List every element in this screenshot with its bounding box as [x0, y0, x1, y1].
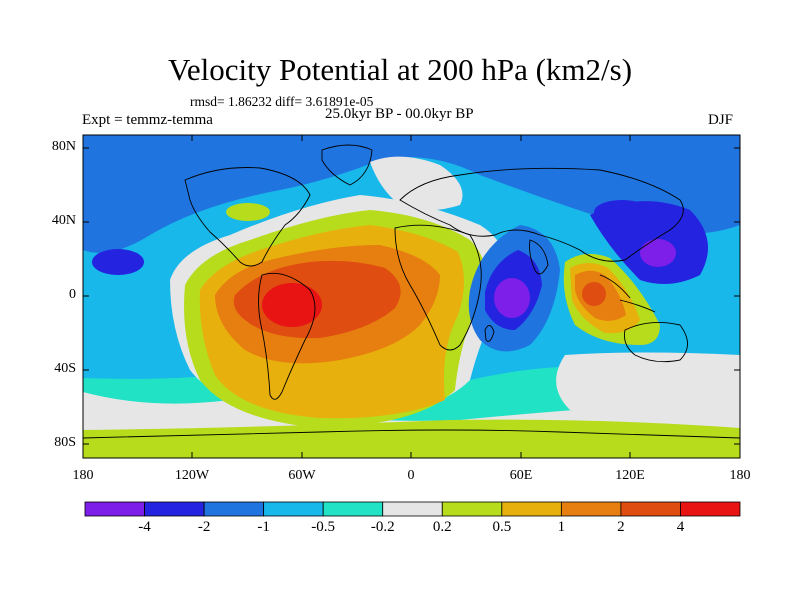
colorbar-label: -4: [138, 519, 151, 535]
lon-label-0: 0: [407, 468, 415, 483]
lat-label-40n: 40N: [51, 213, 76, 228]
lon-label-60w: 60W: [288, 468, 316, 483]
period-label: 25.0kyr BP - 00.0kyr BP: [325, 106, 474, 122]
plot-title: Velocity Potential at 200 hPa (km2/s): [167, 52, 633, 87]
lat-label-80s: 80S: [54, 435, 76, 450]
colorbar-swatch: [680, 501, 741, 517]
season-label: DJF: [708, 112, 734, 128]
lon-label-60e: 60E: [509, 468, 533, 483]
colorbar-swatch: [560, 501, 622, 517]
colorbar-swatch: [620, 501, 681, 517]
lon-label-120e: 120E: [615, 468, 645, 483]
colorbar-label: 0.5: [492, 519, 512, 535]
axis-ticks: [83, 135, 740, 458]
stats-line: rmsd= 1.86232 diff= 3.61891e-05: [190, 94, 374, 109]
velocity-potential-field: [83, 135, 740, 458]
colorbar-label: -0.2: [370, 519, 395, 535]
lon-label-180w: 180: [72, 468, 94, 483]
coastlines: [83, 144, 740, 439]
colorbar-swatch: [501, 501, 562, 517]
colorbar-label: -0.5: [311, 519, 336, 535]
lat-label-0: 0: [69, 287, 76, 302]
experiment-label: Expt = temmz-temma: [82, 112, 213, 128]
lat-label-40s: 40S: [54, 361, 76, 376]
lon-label-180e: 180: [729, 468, 751, 483]
colorbar-swatch: [322, 501, 384, 517]
colorbar-swatch: [203, 501, 265, 517]
colorbar-swatch: [263, 501, 324, 517]
colorbar: [84, 501, 741, 517]
colorbar-label: 4: [676, 519, 685, 535]
colorbar-label: -1: [257, 519, 270, 535]
colorbar-swatch: [382, 501, 443, 517]
lon-label-120w: 120W: [174, 468, 210, 483]
colorbar-swatch: [441, 501, 503, 517]
lat-label-80n: 80N: [51, 139, 76, 154]
colorbar-label: 2: [617, 519, 625, 535]
colorbar-swatch: [84, 501, 145, 517]
colorbar-label: -2: [197, 519, 211, 535]
colorbar-label: 0.2: [432, 519, 452, 535]
colorbar-swatch: [144, 501, 205, 517]
colorbar-label: 1: [557, 519, 566, 535]
